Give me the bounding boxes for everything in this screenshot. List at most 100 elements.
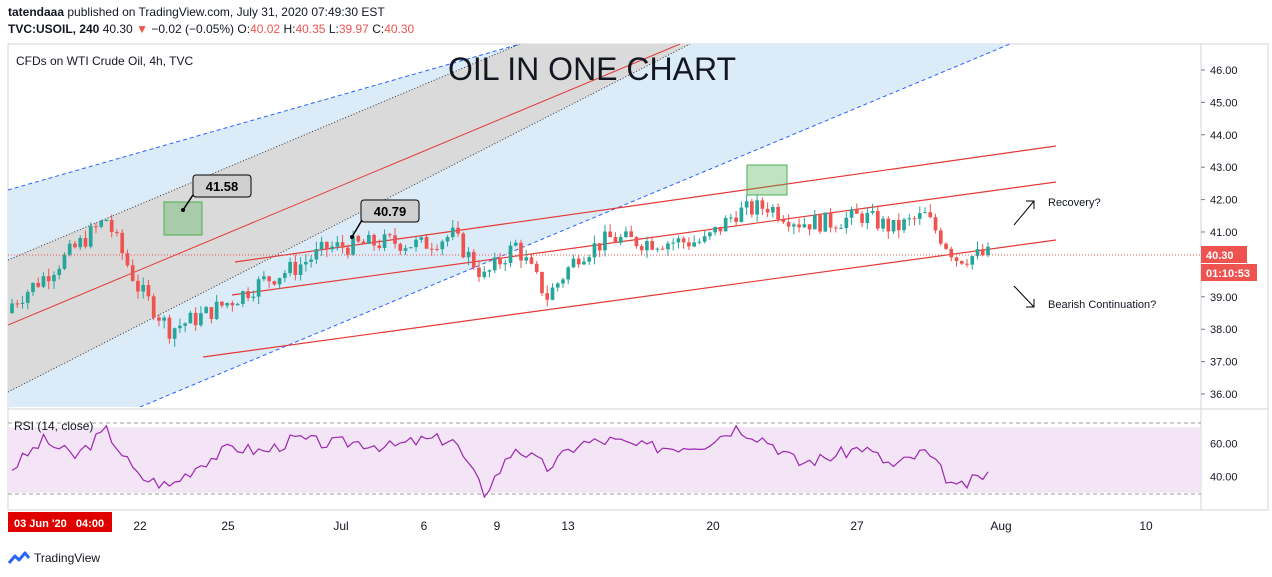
time-axis[interactable]: 22 25 Jul 6 9 13 20 27 Aug 10 [133, 519, 1153, 533]
candle-body[interactable] [902, 219, 906, 231]
candle-body[interactable] [949, 248, 954, 258]
candle-body[interactable] [986, 246, 990, 256]
candle-body[interactable] [419, 237, 424, 240]
candle-body[interactable] [519, 242, 523, 261]
candle-body[interactable] [162, 317, 167, 321]
candle-body[interactable] [603, 231, 607, 251]
candle-body[interactable] [928, 212, 933, 218]
candle-body[interactable] [382, 234, 387, 248]
candle-body[interactable] [214, 301, 219, 319]
candlestick-series[interactable] [10, 194, 990, 347]
candle-body[interactable] [587, 257, 592, 262]
candle-body[interactable] [314, 249, 319, 260]
candle-body[interactable] [608, 231, 613, 238]
candle-body[interactable] [781, 219, 786, 223]
price-callout-1[interactable]: 41.58 [181, 174, 252, 212]
candle-body[interactable] [440, 241, 445, 250]
candle-body[interactable] [629, 231, 634, 238]
candle-body[interactable] [167, 317, 172, 339]
candle-body[interactable] [209, 307, 214, 319]
candle-body[interactable] [671, 242, 675, 244]
candle-body[interactable] [938, 230, 943, 244]
candle-body[interactable] [15, 303, 20, 305]
candle-body[interactable] [330, 246, 334, 250]
candle-body[interactable] [151, 296, 156, 318]
candle-body[interactable] [235, 303, 240, 306]
candle-body[interactable] [723, 217, 728, 232]
candle-body[interactable] [424, 237, 429, 249]
candle-body[interactable] [513, 242, 518, 246]
candle-body[interactable] [482, 271, 487, 277]
candle-body[interactable] [115, 232, 119, 234]
candle-body[interactable] [555, 283, 560, 288]
bearish-annotation[interactable]: Bearish Continuation? [1013, 285, 1156, 311]
candle-body[interactable] [408, 247, 413, 249]
candle-body[interactable] [477, 267, 481, 277]
candle-body[interactable] [613, 237, 618, 243]
candle-body[interactable] [923, 212, 927, 214]
candle-body[interactable] [57, 268, 62, 276]
candle-body[interactable] [492, 257, 497, 271]
candle-body[interactable] [188, 312, 193, 324]
candle-body[interactable] [498, 257, 502, 265]
candle-body[interactable] [503, 263, 508, 265]
candle-body[interactable] [524, 257, 529, 261]
candle-body[interactable] [760, 200, 765, 209]
candle-body[interactable] [414, 239, 418, 248]
candle-body[interactable] [78, 238, 83, 248]
candle-body[interactable] [304, 261, 308, 265]
candle-body[interactable] [624, 231, 628, 238]
candle-body[interactable] [655, 248, 660, 250]
candle-body[interactable] [618, 237, 623, 243]
candle-body[interactable] [917, 213, 922, 219]
candle-body[interactable] [744, 201, 749, 208]
candle-body[interactable] [692, 242, 696, 247]
candle-body[interactable] [335, 242, 340, 247]
rsi-line[interactable] [11, 424, 989, 499]
candle-body[interactable] [813, 215, 817, 230]
candle-body[interactable] [839, 228, 843, 230]
candle-body[interactable] [734, 217, 738, 222]
candle-body[interactable] [844, 217, 849, 229]
candle-body[interactable] [393, 235, 397, 244]
candle-body[interactable] [46, 276, 51, 282]
candle-body[interactable] [529, 257, 534, 264]
candle-body[interactable] [786, 222, 791, 227]
candle-body[interactable] [660, 248, 665, 250]
candle-body[interactable] [220, 301, 224, 306]
candle-body[interactable] [120, 232, 125, 254]
candle-body[interactable] [666, 243, 670, 250]
candle-body[interactable] [109, 219, 114, 233]
candle-body[interactable] [288, 261, 292, 274]
candle-body[interactable] [99, 220, 104, 227]
candle-body[interactable] [471, 251, 476, 268]
candle-body[interactable] [104, 219, 109, 221]
candle-body[interactable] [676, 238, 681, 243]
candle-body[interactable] [267, 276, 271, 282]
candle-body[interactable] [345, 247, 350, 255]
candle-body[interactable] [561, 279, 565, 284]
candle-body[interactable] [372, 234, 376, 246]
candle-body[interactable] [387, 234, 392, 236]
candle-body[interactable] [262, 276, 266, 280]
candle-body[interactable] [94, 226, 98, 228]
candle-body[interactable] [36, 282, 41, 287]
candle-body[interactable] [896, 219, 901, 231]
candle-body[interactable] [377, 245, 382, 248]
candle-body[interactable] [807, 224, 812, 230]
candle-body[interactable] [445, 236, 450, 242]
candle-body[interactable] [576, 258, 581, 265]
candle-body[interactable] [865, 212, 870, 223]
candle-body[interactable] [146, 284, 151, 297]
candle-body[interactable] [356, 235, 361, 242]
candle-body[interactable] [828, 212, 833, 228]
candle-body[interactable] [965, 263, 969, 265]
candle-body[interactable] [634, 237, 639, 247]
candle-body[interactable] [571, 258, 576, 268]
candle-body[interactable] [818, 215, 822, 232]
candle-body[interactable] [172, 328, 177, 339]
candle-body[interactable] [351, 235, 355, 255]
candle-body[interactable] [639, 246, 644, 251]
candle-body[interactable] [141, 284, 146, 292]
symbol-name[interactable]: TVC:USOIL, 240 [8, 22, 100, 36]
